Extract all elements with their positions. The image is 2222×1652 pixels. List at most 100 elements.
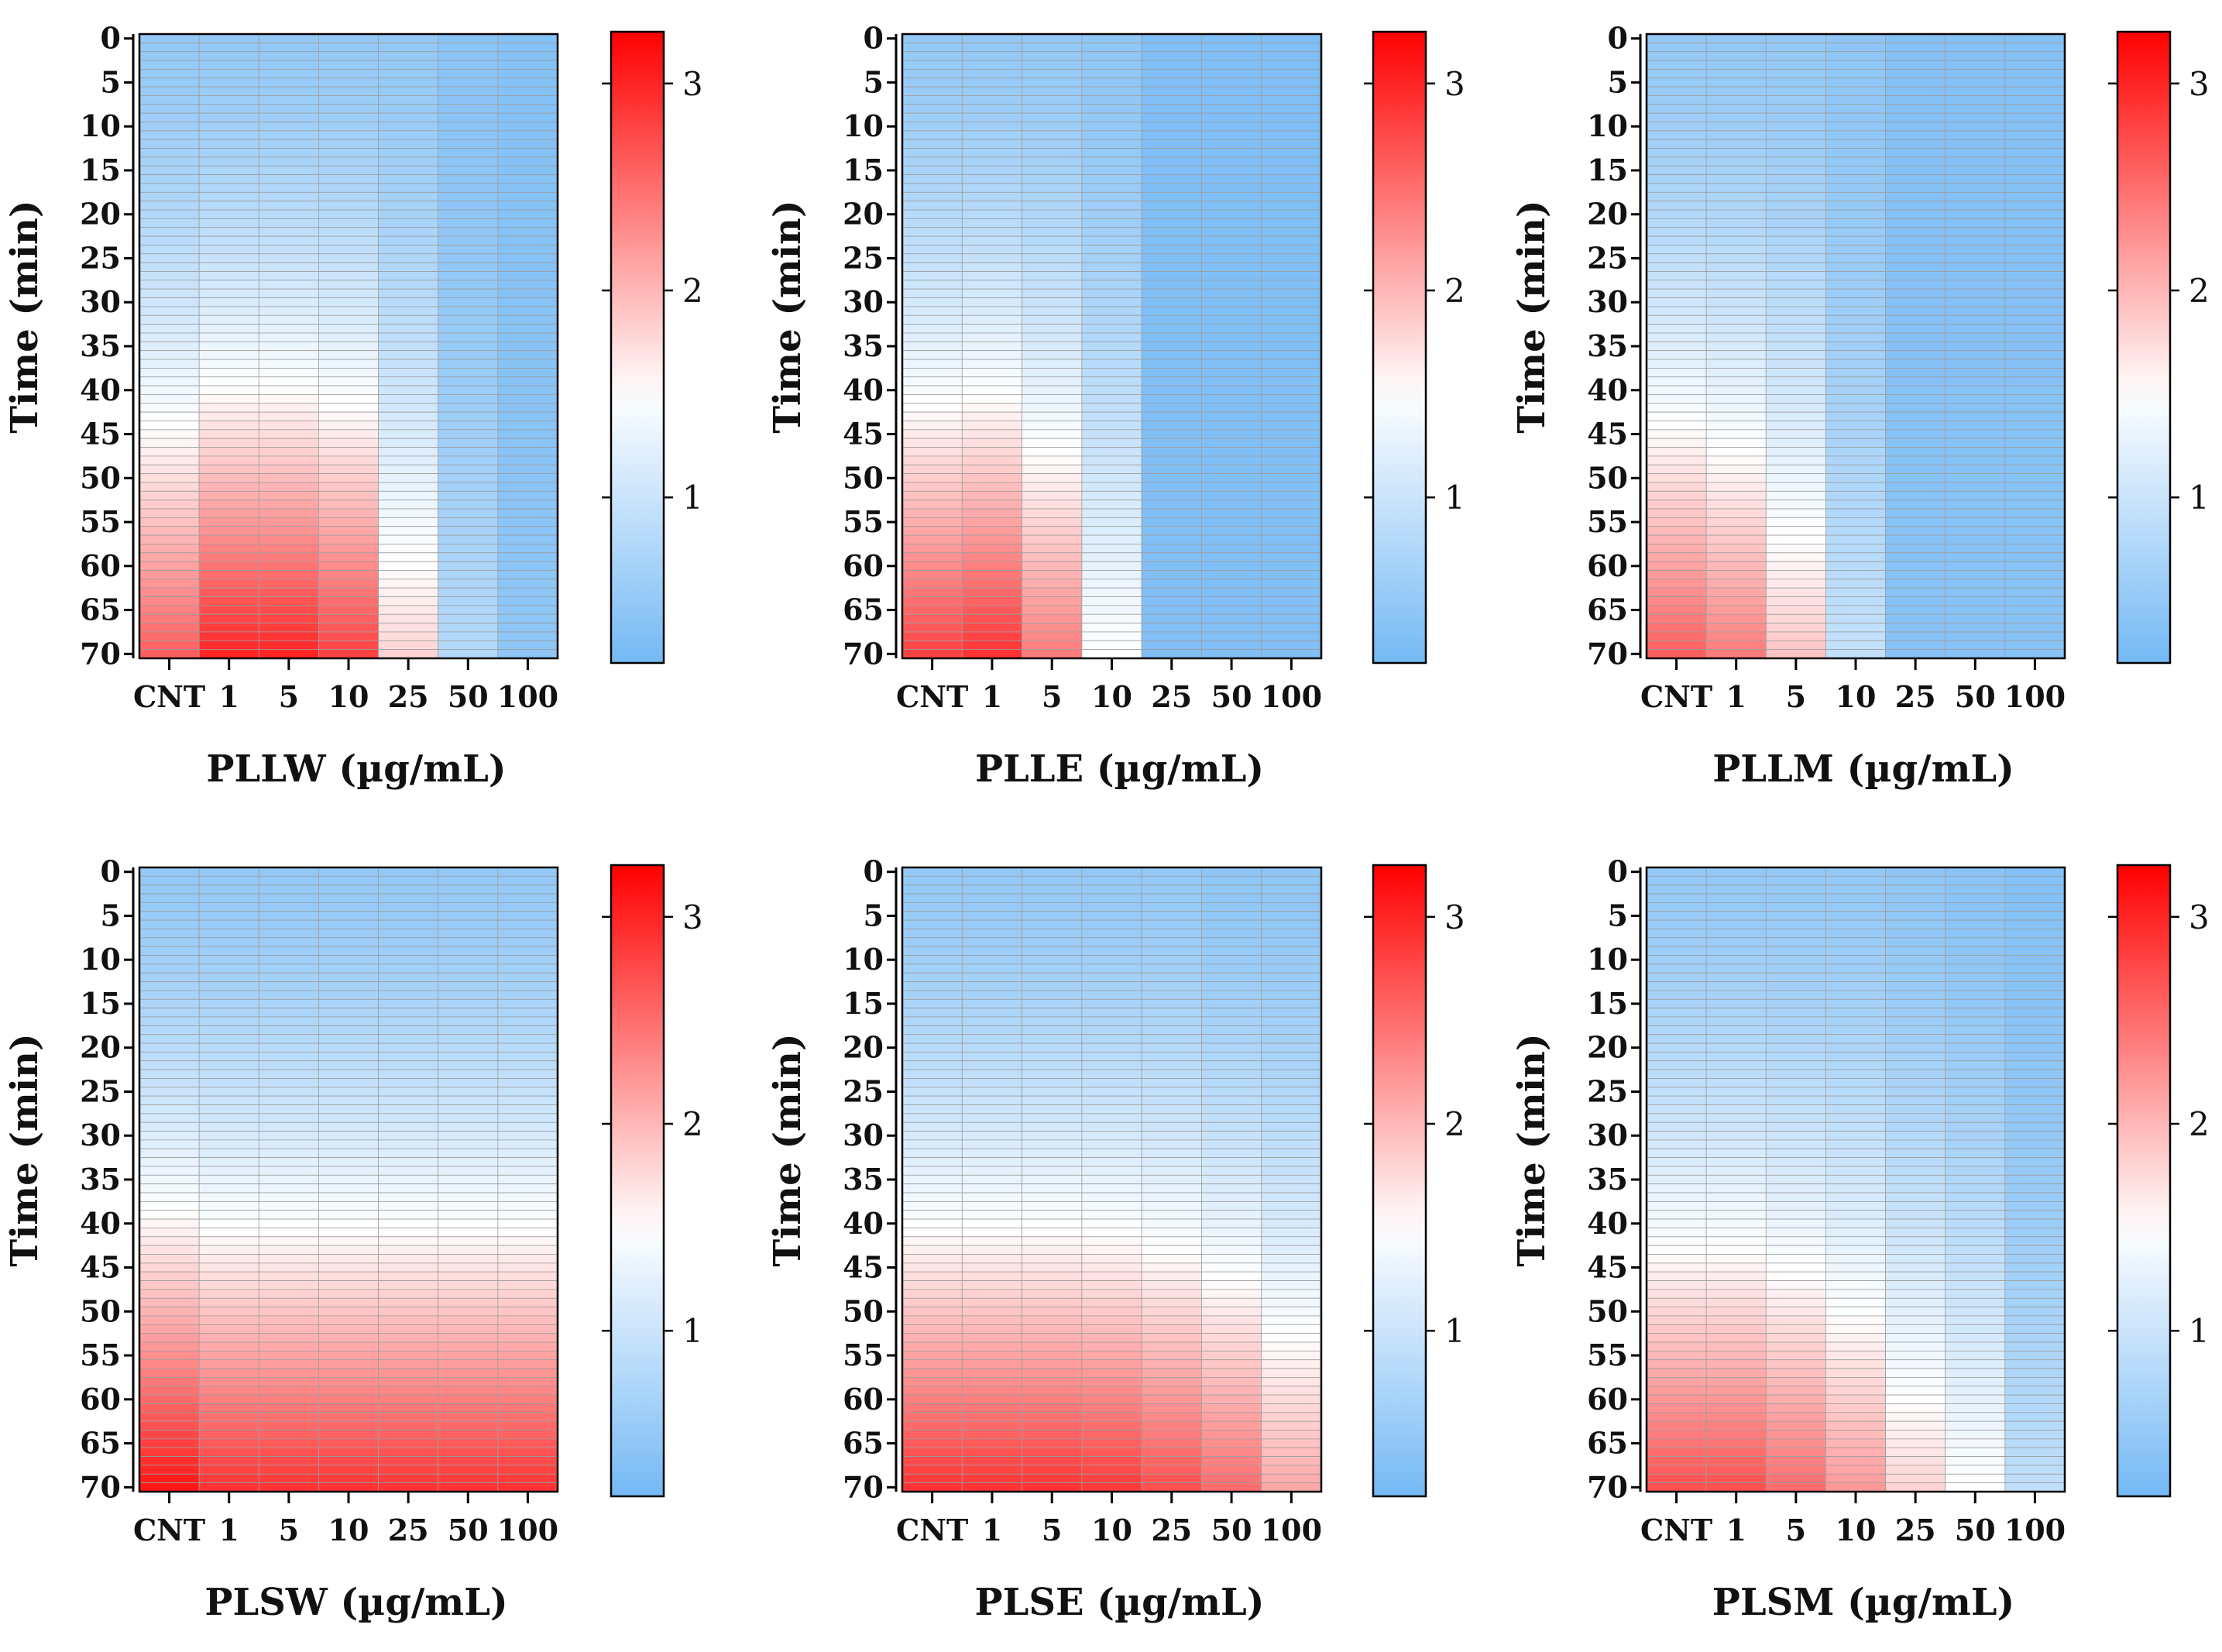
heatmap-cell <box>902 1430 963 1440</box>
heatmap-cell <box>1765 112 1826 122</box>
heatmap-cell <box>1081 69 1142 79</box>
heatmap-cell <box>139 69 200 79</box>
heatmap-cell <box>258 350 319 360</box>
heatmap-cell <box>1825 33 1886 43</box>
heatmap-cell <box>497 201 558 211</box>
heatmap-cell <box>902 297 963 307</box>
heatmap-cell <box>378 1447 439 1457</box>
heatmap-cell <box>1705 104 1767 114</box>
heatmap-cell <box>497 1341 558 1351</box>
heatmap-cell <box>1705 1412 1767 1422</box>
heatmap-cell <box>1945 112 2006 122</box>
heatmap-cell <box>258 1200 319 1211</box>
heatmap-cell <box>1765 165 1826 176</box>
heatmap-cell <box>198 245 259 255</box>
heatmap-cell <box>1261 350 1322 360</box>
heatmap-cell <box>2004 367 2066 378</box>
heatmap-cell <box>1885 1069 1946 1079</box>
heatmap-cell <box>258 104 319 114</box>
heatmap-cell <box>1141 148 1202 158</box>
y-tick-label: 70 <box>843 636 884 671</box>
heatmap-cell <box>1141 464 1202 475</box>
heatmap-cell <box>1945 51 2006 61</box>
x-tick-label: 5 <box>1042 679 1062 714</box>
heatmap-cell <box>1022 902 1083 912</box>
heatmap-cell <box>1765 902 1826 912</box>
heatmap-cell <box>902 508 963 518</box>
heatmap-cell <box>1705 875 1767 886</box>
heatmap-cell <box>1646 911 1707 921</box>
heatmap-cell <box>1646 893 1707 903</box>
heatmap-cell <box>1825 867 1886 877</box>
heatmap-cell <box>1885 1420 1946 1430</box>
heatmap-cell <box>139 429 200 439</box>
heatmap-cell <box>1705 1465 1767 1475</box>
heatmap-cell <box>1825 1192 1886 1202</box>
heatmap-cell <box>258 990 319 1000</box>
heatmap-cell <box>1825 526 1886 536</box>
heatmap-cell <box>1646 385 1707 395</box>
heatmap-cell <box>378 1008 439 1018</box>
x-tick-label: 25 <box>1151 1513 1192 1547</box>
heatmap-cell <box>1201 33 1262 43</box>
heatmap-cell <box>1945 385 2006 395</box>
heatmap-cell <box>1825 1324 1886 1334</box>
heatmap-cell <box>258 69 319 79</box>
heatmap-cell <box>1945 867 2006 877</box>
heatmap-cell <box>1022 1069 1083 1079</box>
heatmap-cell <box>1885 156 1946 167</box>
heatmap-cell <box>198 1121 259 1132</box>
heatmap-cell <box>139 937 200 947</box>
heatmap-cell <box>2004 1271 2066 1281</box>
heatmap-cell <box>258 1148 319 1159</box>
heatmap-cell <box>198 253 259 263</box>
heatmap-cell <box>1885 534 1946 544</box>
heatmap-cell <box>1141 376 1202 386</box>
heatmap-cell <box>1141 1016 1202 1026</box>
heatmap-cell <box>2004 403 2066 413</box>
heatmap-cell <box>902 385 963 395</box>
heatmap-cell <box>2004 77 2066 88</box>
heatmap-cell <box>1201 183 1262 193</box>
heatmap-cell <box>258 183 319 193</box>
heatmap-cell <box>1765 605 1826 615</box>
heatmap-cell <box>258 1280 319 1290</box>
heatmap-cell <box>2004 552 2066 562</box>
heatmap-cell <box>1141 1262 1202 1272</box>
heatmap-cell <box>258 640 319 651</box>
heatmap-cell <box>1022 104 1083 114</box>
heatmap-cell <box>1201 314 1262 325</box>
y-tick-label: 25 <box>80 1073 121 1108</box>
heatmap-cell <box>1825 1139 1886 1149</box>
heatmap-cell <box>1705 1245 1767 1255</box>
heatmap-cell <box>497 1078 558 1088</box>
heatmap-cell <box>378 552 439 562</box>
heatmap-cell <box>378 1113 439 1123</box>
heatmap-cell <box>1945 1377 2006 1387</box>
heatmap-cell <box>318 1377 379 1387</box>
heatmap-cell <box>961 893 1022 903</box>
heatmap-cell <box>961 350 1022 360</box>
heatmap-cell <box>139 1386 200 1396</box>
heatmap-cell <box>1705 156 1767 167</box>
heatmap-cell <box>1201 1060 1262 1070</box>
heatmap-cell <box>1646 579 1707 589</box>
heatmap-cell <box>1765 235 1826 246</box>
heatmap-cell <box>1141 1069 1202 1079</box>
heatmap-cell <box>2004 209 2066 219</box>
heatmap-cell <box>902 1262 963 1272</box>
plot-frame <box>1645 866 2066 1493</box>
heatmap-cell <box>961 517 1022 527</box>
heatmap-cell <box>1705 1192 1767 1202</box>
heatmap-cell <box>497 649 558 659</box>
heatmap-cell <box>497 919 558 929</box>
heatmap-cell <box>1705 990 1767 1000</box>
heatmap-cell <box>1825 605 1886 615</box>
heatmap-cell <box>1081 1174 1142 1185</box>
y-tick-label: 70 <box>1587 636 1628 671</box>
heatmap-cell <box>1201 1377 1262 1387</box>
heatmap-cell <box>2004 631 2066 641</box>
heatmap-cell <box>318 253 379 263</box>
heatmap-cell <box>1825 623 1886 633</box>
heatmap-cell <box>1885 1016 1946 1026</box>
